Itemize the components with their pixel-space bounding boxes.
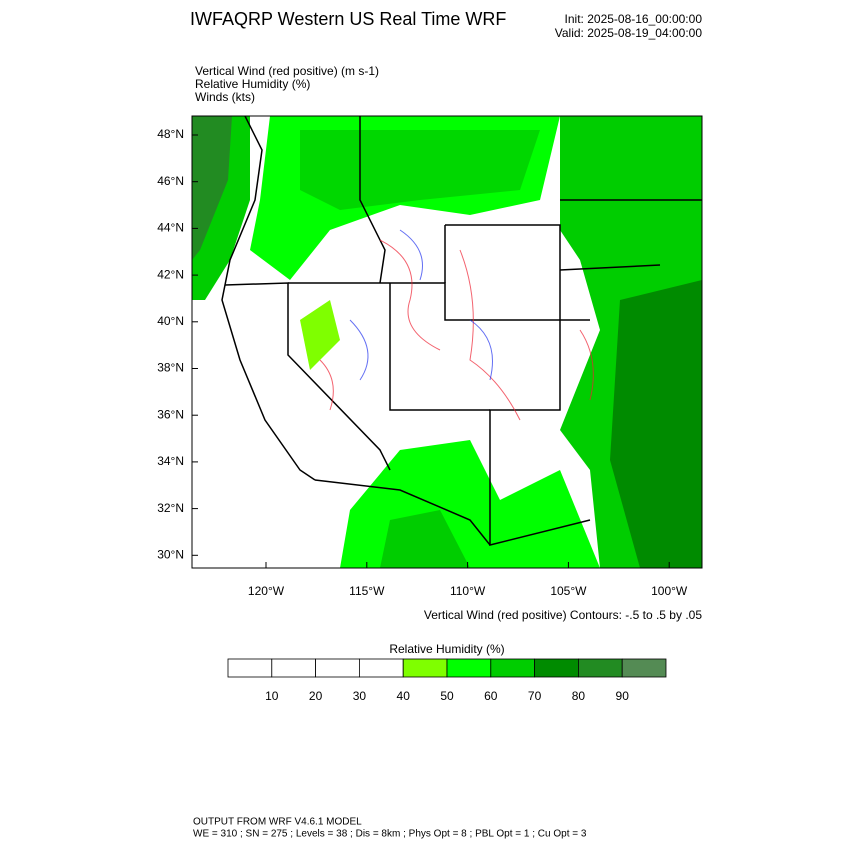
init-time: Init: 2025-08-16_00:00:00 [565,12,703,26]
colorbar-title: Relative Humidity (%) [389,642,504,656]
lon-label: 120°W [248,584,285,598]
lat-label: 42°N [157,267,184,281]
colorbar-box [446,658,492,678]
colorbar-label: 70 [528,689,542,703]
footer-line: OUTPUT FROM WRF V4.6.1 MODEL [193,817,362,828]
rh-area [300,300,340,370]
rh-area [610,280,702,568]
map-frame [191,115,703,569]
title: IWFAQRP Western US Real Time WRF [190,9,506,29]
vertical-wind-contours [319,239,594,421]
lon-label: 100°W [651,584,688,598]
colorbar-box [271,658,316,678]
lat-label: 32°N [157,501,184,515]
lat-label: 34°N [157,454,184,468]
colorbar-label: 60 [484,689,498,703]
map-field [192,116,702,568]
borders [221,116,702,546]
lat-label: 36°N [157,407,184,421]
vertical-wind-contours [349,229,493,381]
field-label: Vertical Wind (red positive) (m s-1) [195,64,379,78]
field-label: Relative Humidity (%) [195,77,310,91]
lat-label: 38°N [157,361,184,375]
colorbar-box [534,658,579,678]
colorbar-label: 50 [440,689,454,703]
lat-label: 44°N [157,221,184,235]
lon-label: 105°W [550,584,587,598]
rh-area [192,116,232,260]
lon-label: 110°W [450,584,486,598]
valid-time: Valid: 2025-08-19_04:00:00 [555,26,703,40]
colorbar-label: 40 [397,689,411,703]
lon-label: 115°W [349,584,385,598]
footer-line: WE = 310 ; SN = 275 ; Levels = 38 ; Dis … [193,829,587,840]
lat-label: 30°N [157,547,184,561]
colorbar-box [227,658,273,678]
colorbar-box [358,658,404,678]
field-label: Winds (kts) [195,90,255,104]
colorbar-label: 30 [353,689,367,703]
lat-label: 46°N [157,174,184,188]
colorbar-box [578,658,623,678]
colorbar-label: 10 [265,689,279,703]
colorbar-label: 20 [309,689,323,703]
lat-label: 48°N [157,127,184,141]
colorbar-box [315,658,360,678]
colorbar-box [621,658,667,678]
colorbar-box [402,658,448,678]
contour-note: Vertical Wind (red positive) Contours: -… [424,608,702,622]
colorbar-box [490,658,535,678]
colorbar-label: 80 [572,689,586,703]
lat-label: 40°N [157,314,184,328]
colorbar-label: 90 [616,689,630,703]
rh-area [380,510,470,568]
